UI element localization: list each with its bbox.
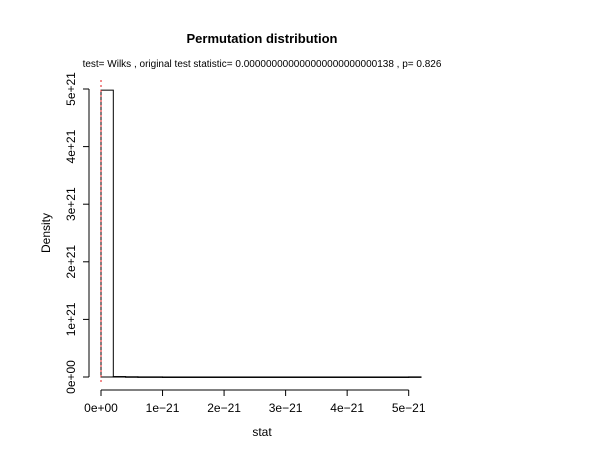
histogram-bar bbox=[137, 376, 164, 378]
x-tick-label: 5e−21 bbox=[392, 401, 426, 415]
x-tick-label: 1e−21 bbox=[146, 401, 180, 415]
x-tick-label: 4e−21 bbox=[330, 401, 364, 415]
histogram-bar bbox=[162, 376, 410, 378]
x-tick-label: 2e−21 bbox=[207, 401, 241, 415]
y-tick-label: 1e+21 bbox=[64, 302, 78, 336]
x-tick-label: 3e−21 bbox=[269, 401, 303, 415]
y-axis: 0e+00 1e+21 2e+21 3e+21 4e+21 5e+21 bbox=[64, 72, 90, 394]
histogram-bar bbox=[100, 89, 114, 378]
x-axis-label: stat bbox=[252, 425, 272, 439]
y-tick-label: 2e+21 bbox=[64, 245, 78, 279]
y-tick-label: 3e+21 bbox=[64, 187, 78, 221]
x-axis: 0e+00 1e−21 2e−21 3e−21 4e−21 5e−21 bbox=[84, 389, 426, 415]
y-tick-label: 0e+00 bbox=[64, 360, 78, 394]
y-tick-label: 4e+21 bbox=[64, 129, 78, 163]
histogram-bar bbox=[112, 376, 127, 378]
histogram-bar bbox=[125, 376, 139, 378]
y-axis-label: Density bbox=[39, 213, 53, 253]
x-tick-label: 0e+00 bbox=[84, 401, 118, 415]
y-tick-label: 5e+21 bbox=[64, 72, 78, 106]
chart-title: Permutation distribution bbox=[187, 31, 338, 46]
chart-subtitle: test= Wilks , original test statistic= 0… bbox=[83, 59, 442, 70]
histogram-bar bbox=[408, 376, 422, 378]
histogram-bars bbox=[100, 89, 422, 378]
